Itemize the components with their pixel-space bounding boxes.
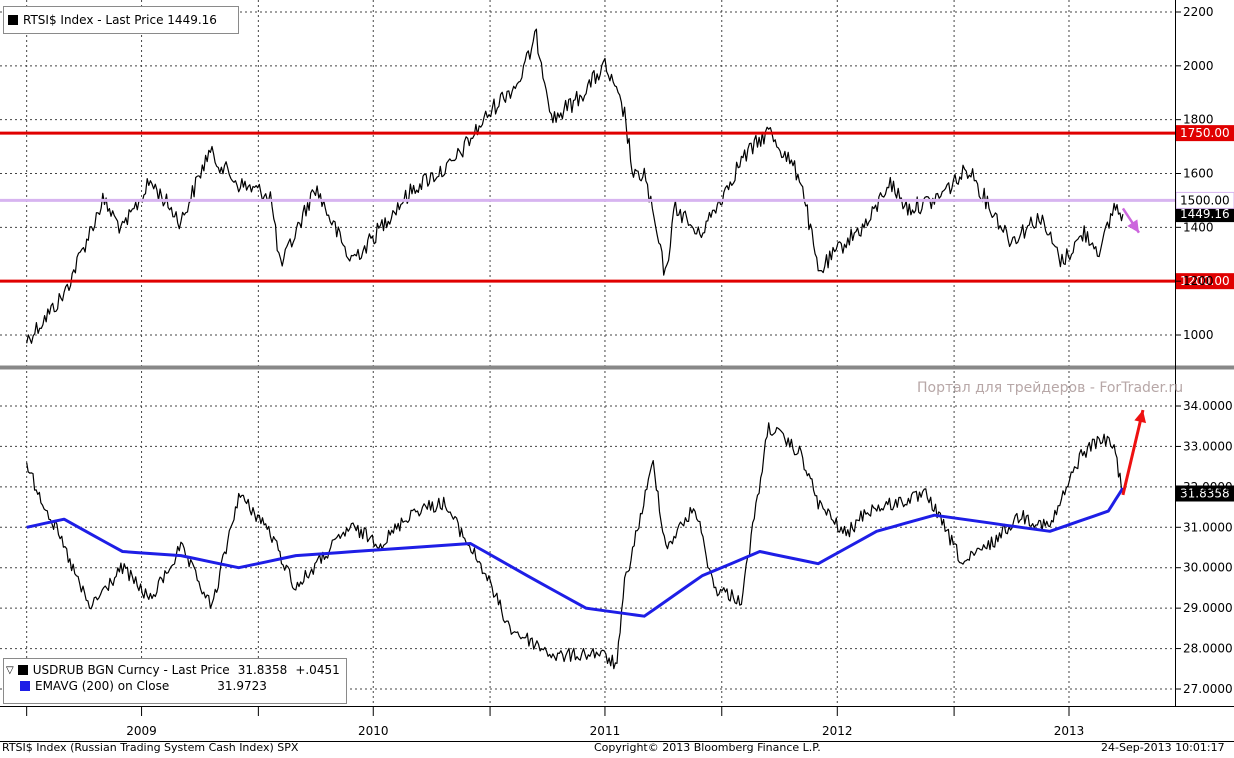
x-tick-label: 2013	[1054, 724, 1085, 738]
rtsi-last-label: 1449.16	[1180, 207, 1230, 221]
y-tick-label: 31.0000	[1183, 520, 1233, 534]
y-tick-label: 30.0000	[1183, 561, 1233, 575]
rtsi-series-price	[26, 28, 1124, 344]
series-layer	[26, 28, 1125, 670]
usdrub-legend-change: +.0451	[295, 663, 340, 677]
top-legend-label: RTSI$ Index - Last Price 1449.16	[23, 13, 217, 27]
reference-label-box-1200	[1176, 273, 1234, 290]
y-tick-label: 1800	[1183, 113, 1214, 127]
ema-legend-label: EMAVG (200) on Close	[35, 679, 170, 693]
usdrub-up-arrow-head	[1134, 410, 1147, 424]
collapse-icon[interactable]: ▽	[6, 664, 14, 676]
usdrub-swatch	[17, 665, 28, 675]
y-tick-label: 29.0000	[1183, 601, 1233, 615]
reference-label-1750: 1750.00	[1180, 126, 1230, 140]
x-tick-label: 2012	[822, 724, 853, 738]
usdrub-last-label-box	[1176, 485, 1234, 502]
y-tick-label: 28.0000	[1183, 642, 1233, 656]
y-tick-label: 1600	[1183, 167, 1214, 181]
watermark: Портал для трейдеров - ForTrader.ru	[917, 380, 1184, 396]
usdrub-last-label: 31.8358	[1180, 486, 1230, 500]
y-tick-label: 1200	[1183, 274, 1214, 288]
ema-legend-value: 31.9723	[217, 679, 267, 693]
y-tick-label: 2200	[1183, 5, 1214, 19]
usdrub-series-price	[26, 422, 1124, 670]
bottom-legend-row-ema: EMAVG (200) on Close 31.9723	[4, 678, 346, 694]
reference-label-box-1750	[1176, 125, 1234, 142]
rtsi-last-label-box	[1176, 206, 1234, 223]
y-tick-label: 27.0000	[1183, 682, 1233, 696]
ema-swatch	[20, 681, 30, 691]
y-tick-label: 32.0000	[1183, 480, 1233, 494]
usdrub-legend-value: 31.8358	[237, 663, 288, 677]
marker-layer: 1449.16 31.8358 1750.00 1500.00 1200.00	[0, 125, 1234, 502]
rtsi-down-arrow-head	[1127, 219, 1139, 233]
y-tick-label: 2000	[1183, 59, 1214, 73]
y-tick-label: 1000	[1183, 328, 1214, 342]
bottom-legend[interactable]: ▽ USDRUB BGN Curncy - Last Price 31.8358…	[3, 658, 347, 704]
top-legend[interactable]: RTSI$ Index - Last Price 1449.16	[3, 6, 239, 34]
reference-label-1500: 1500.00	[1180, 193, 1230, 207]
x-tick-label: 2009	[126, 724, 157, 738]
axis-layer: 2009 2010 2011 2012 2013 1000 1200 1400 1600 1800…	[0, 0, 1234, 742]
usdrub-series-ema	[26, 487, 1125, 618]
bottom-legend-row-price: ▽ USDRUB BGN Curncy - Last Price 31.8358…	[4, 662, 346, 678]
y-tick-label: 33.0000	[1183, 439, 1233, 453]
footer-timestamp: 24-Sep-2013 10:01:17	[1101, 741, 1225, 754]
x-tick-label: 2010	[358, 724, 389, 738]
reference-label-1200: 1200.00	[1180, 274, 1230, 288]
footer-source: RTSI$ Index (Russian Trading System Cash…	[2, 741, 299, 754]
usdrub-up-arrow-shaft	[1121, 409, 1145, 496]
price-swatch	[8, 15, 18, 25]
x-tick-label: 2011	[590, 724, 621, 738]
footer-copyright: Copyright© 2013 Bloomberg Finance L.P.	[594, 741, 821, 754]
usdrub-legend-label: USDRUB BGN Curncy - Last Price	[32, 663, 230, 677]
top-legend-row: RTSI$ Index - Last Price 1449.16	[4, 7, 238, 33]
y-tick-label: 1400	[1183, 220, 1214, 234]
y-tick-label: 34.0000	[1183, 399, 1233, 413]
